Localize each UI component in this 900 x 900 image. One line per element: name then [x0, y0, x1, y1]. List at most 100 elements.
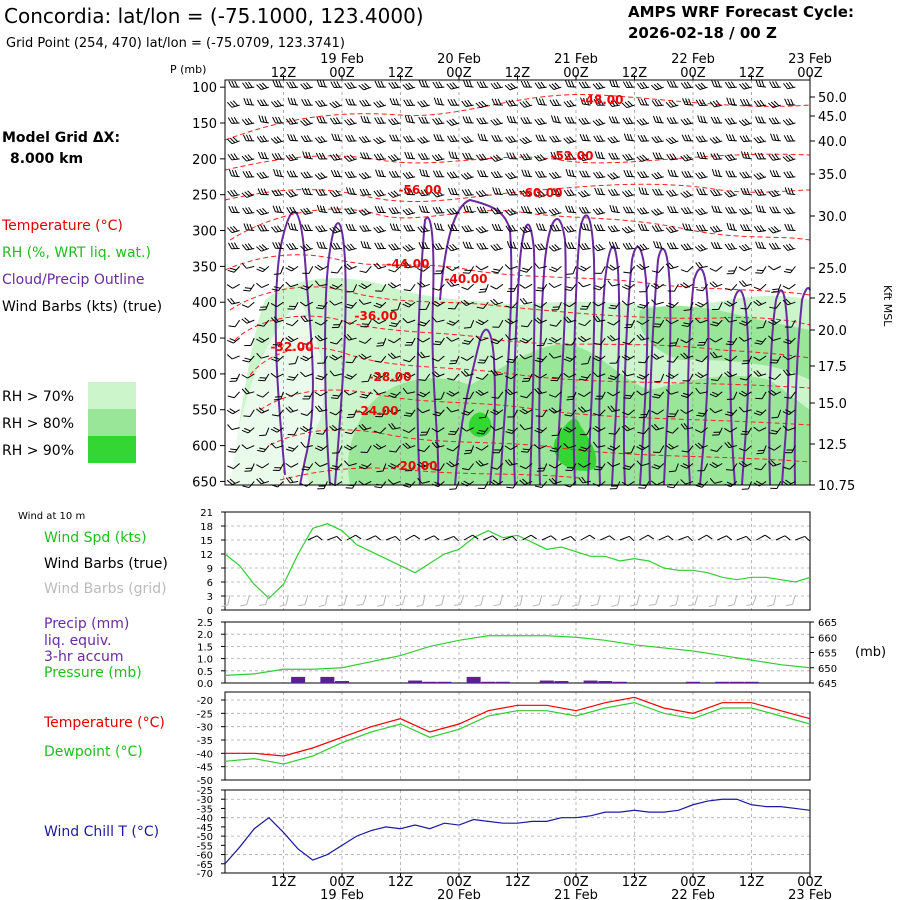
barb-staff	[346, 534, 356, 541]
barb-flag	[654, 99, 660, 106]
wind-barb	[738, 336, 752, 342]
wind-barb	[521, 445, 533, 453]
wind-barb	[753, 409, 767, 416]
barb-flag	[330, 467, 337, 471]
wind-barb-grid	[551, 594, 562, 606]
barb-flag	[577, 281, 584, 288]
barb-flag	[755, 397, 763, 400]
barb-flag	[666, 430, 673, 434]
barb-staff	[319, 104, 328, 107]
barb-flag	[380, 117, 385, 124]
barb-flag	[584, 81, 590, 88]
barb-flag	[346, 291, 354, 293]
barb-flag	[768, 154, 774, 161]
barb-flag	[466, 205, 470, 213]
barb-flag	[654, 323, 662, 325]
wind-barb	[768, 460, 781, 467]
barb-flag	[258, 336, 265, 342]
barb-flag	[247, 190, 253, 196]
barb-flag	[726, 222, 730, 230]
precip-bar	[495, 681, 510, 683]
barb-flag	[242, 171, 247, 178]
cloud-outline-path	[274, 210, 314, 486]
barb-flag	[405, 261, 411, 268]
barb-flag	[364, 135, 370, 142]
barb-staff	[788, 409, 796, 415]
barb-flag	[683, 322, 691, 325]
barb-flag	[479, 242, 484, 250]
barb-staff	[760, 337, 767, 345]
wind-barb	[242, 170, 255, 178]
barb-flag	[607, 406, 613, 412]
wind-barb	[402, 387, 416, 394]
barb-staff	[319, 176, 328, 180]
barb-flag	[538, 134, 543, 142]
barb-flag	[496, 171, 502, 178]
barb-flag	[510, 171, 516, 178]
wind-barb	[432, 283, 445, 291]
precip-bar	[715, 681, 730, 683]
barb-flag	[332, 154, 338, 161]
barb-flag	[351, 224, 356, 231]
barb-staff	[580, 534, 590, 541]
barb-staff	[495, 122, 504, 126]
barb-flag	[522, 226, 528, 233]
barb-flag	[285, 462, 292, 468]
wind-barb	[330, 170, 343, 178]
barb-flag	[479, 206, 484, 213]
barb-flag	[768, 461, 774, 467]
barb-flag	[276, 225, 282, 232]
barb-staff	[291, 265, 299, 272]
wind-barb	[504, 264, 518, 270]
barb-staff	[407, 157, 416, 160]
barb-flag	[554, 82, 560, 89]
barb-staff	[714, 230, 723, 233]
barb-flag	[391, 309, 398, 311]
barb-flag	[417, 477, 423, 484]
wind-barb	[534, 206, 547, 215]
wind-barb	[637, 427, 650, 435]
barb-flag	[392, 223, 396, 231]
barb-flag	[229, 478, 236, 484]
barb-flag	[419, 168, 423, 176]
barb-staff	[425, 427, 431, 436]
wind-barb	[344, 427, 358, 435]
wind-barb-grid	[435, 594, 445, 607]
barb-staff	[787, 301, 796, 306]
wind-barb-true	[463, 534, 479, 541]
wind-barb-grid	[630, 594, 640, 607]
wind-barb	[358, 208, 372, 216]
wind-barb	[388, 266, 401, 273]
barb-flag	[244, 243, 250, 250]
barb-flag	[272, 242, 276, 249]
wind-barb	[519, 408, 533, 415]
barb-flag	[712, 391, 719, 396]
barb-flag	[464, 269, 472, 272]
barb-staff	[495, 355, 504, 361]
barb-flag	[628, 536, 635, 542]
barb-staff	[308, 391, 314, 400]
wind-barb	[241, 387, 255, 395]
barb-flag	[626, 170, 630, 177]
barb-flag	[241, 244, 247, 251]
barb-flag	[273, 137, 280, 143]
wind-barb	[653, 240, 664, 249]
wind-barb	[578, 81, 591, 89]
barb-staff	[407, 140, 416, 143]
barb-staff	[642, 319, 650, 325]
barb-staff	[744, 463, 752, 468]
barb-flag	[756, 452, 764, 455]
barb-flag	[332, 394, 340, 397]
barb-flag	[374, 242, 379, 249]
barb-flag	[666, 117, 671, 124]
barb-flag	[244, 154, 250, 161]
barb-flag	[337, 604, 345, 607]
barb-staff	[334, 427, 343, 432]
barb-staff	[553, 409, 562, 414]
barb-staff	[702, 283, 709, 292]
barb-flag	[449, 82, 455, 89]
wind-barb	[257, 188, 269, 196]
wind-barb	[711, 205, 723, 214]
barb-flag	[532, 604, 540, 607]
barb-flag	[403, 484, 410, 488]
